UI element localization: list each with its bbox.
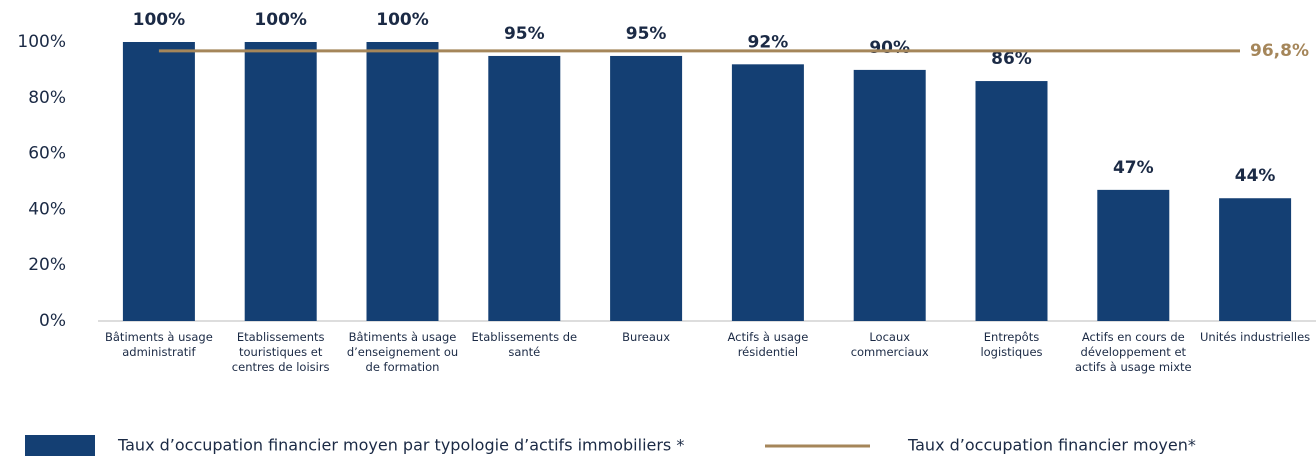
x-tick-label: Bâtiments à usage administratif (105, 330, 213, 359)
reference-label: 96,8% (1250, 41, 1309, 61)
legend-label: Taux d’occupation financier moyen* (907, 436, 1196, 455)
bar (975, 81, 1048, 321)
bar (853, 69, 926, 322)
y-tick-label: 60% (28, 144, 66, 164)
y-tick-label: 80% (28, 88, 66, 108)
value-label: 95% (504, 24, 545, 44)
bar (366, 42, 439, 321)
bar (488, 55, 561, 321)
y-tick-label: 40% (28, 199, 66, 219)
legend-label: Taux d’occupation financier moyen par ty… (117, 436, 684, 455)
x-tick-label: Etablissements touristiques et centres d… (231, 330, 330, 374)
value-label: 47% (1113, 158, 1154, 178)
bar (122, 42, 195, 321)
value-label: 90% (869, 38, 910, 58)
bar (610, 55, 683, 321)
bar (1097, 189, 1170, 321)
y-tick-label: 100% (17, 32, 66, 52)
x-tick-label: Bureaux (622, 330, 671, 344)
x-tick-label: Unités industrielles (1200, 330, 1311, 344)
bar (244, 42, 317, 321)
value-label: 100% (376, 10, 429, 30)
x-tick-label: Actifs en cours de développement et acti… (1074, 330, 1192, 374)
x-tick-label: Entrepôts logistiques (980, 330, 1043, 359)
x-tick-label: Actifs à usage résidentiel (727, 330, 809, 359)
value-label: 44% (1235, 166, 1276, 186)
x-tick-label: Etablissements de santé (471, 330, 578, 359)
x-tick-label: Bâtiments à usage d’enseignement ou de f… (346, 330, 459, 374)
value-label: 86% (991, 49, 1032, 69)
bar (731, 64, 804, 321)
x-tick-label: Locaux commerciaux (850, 330, 929, 359)
value-label: 95% (626, 24, 667, 44)
value-label: 92% (748, 32, 789, 52)
y-tick-label: 0% (39, 311, 66, 331)
bar (1219, 198, 1292, 321)
y-tick-label: 20% (28, 255, 66, 275)
value-label: 100% (133, 10, 186, 30)
legend-swatch (25, 435, 95, 456)
value-label: 100% (254, 10, 307, 30)
